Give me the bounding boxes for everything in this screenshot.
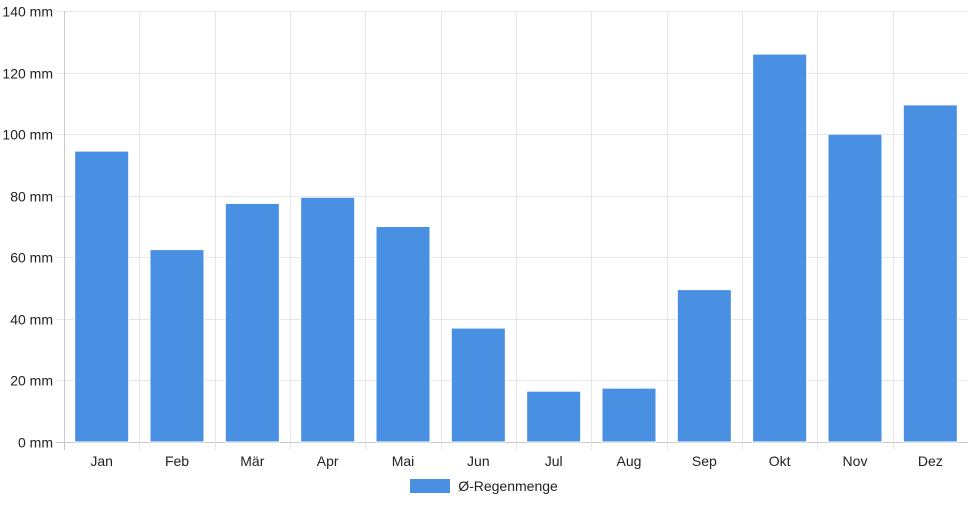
y-tick-label: 40 mm [10,312,53,328]
bar-aug[interactable] [601,387,657,443]
grid-lines [56,11,968,450]
y-tick-label: 0 mm [18,435,53,451]
x-tick-label: Dez [918,453,943,469]
bar-mai[interactable] [375,226,431,443]
bar-nov[interactable] [827,133,883,443]
legend-swatch [410,479,451,493]
y-tick-label: 100 mm [2,127,53,143]
bar-jan[interactable] [74,150,130,443]
y-tick-label: 80 mm [10,189,53,205]
x-tick-label: Jan [90,453,113,469]
legend-label: Ø-Regenmenge [458,478,558,494]
bar-jun[interactable] [450,327,506,443]
bar-dez[interactable] [902,104,958,443]
y-tick-label: 120 mm [2,66,53,82]
x-tick-label: Mai [392,453,415,469]
x-tick-label: Apr [317,453,339,469]
bar-okt[interactable] [752,53,808,443]
x-tick-label: Aug [617,453,642,469]
chart-legend[interactable]: Ø-Regenmenge [0,478,968,494]
x-tick-label: Nov [843,453,868,469]
x-tick-label: Okt [769,453,791,469]
x-tick-label: Mär [240,453,264,469]
bar-jul[interactable] [526,390,582,443]
y-tick-label: 60 mm [10,250,53,266]
bar-apr[interactable] [300,196,356,443]
bars [74,53,958,443]
x-tick-label: Feb [165,453,189,469]
x-tick-label: Jul [545,453,563,469]
x-tick-label: Sep [692,453,717,469]
y-tick-label: 20 mm [10,373,53,389]
bar-sep[interactable] [676,289,732,443]
y-tick-label: 140 mm [2,4,53,20]
x-tick-label: Jun [467,453,490,469]
bar-mär[interactable] [224,202,280,443]
bar-feb[interactable] [149,249,205,443]
